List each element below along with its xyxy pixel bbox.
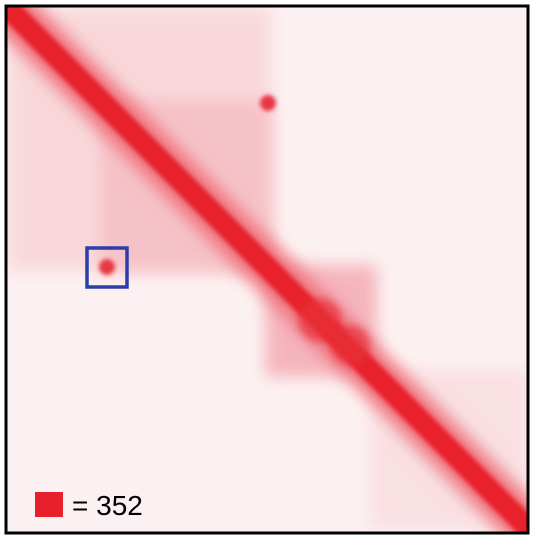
- highlight-box: [85, 246, 129, 289]
- loop-dot: [260, 95, 276, 111]
- frame: [4, 4, 530, 535]
- domain-core: [298, 298, 342, 342]
- legend-swatch: [35, 492, 63, 517]
- loop-dot: [99, 259, 115, 275]
- legend-label: = 352: [72, 490, 143, 521]
- domain-core: [330, 325, 370, 365]
